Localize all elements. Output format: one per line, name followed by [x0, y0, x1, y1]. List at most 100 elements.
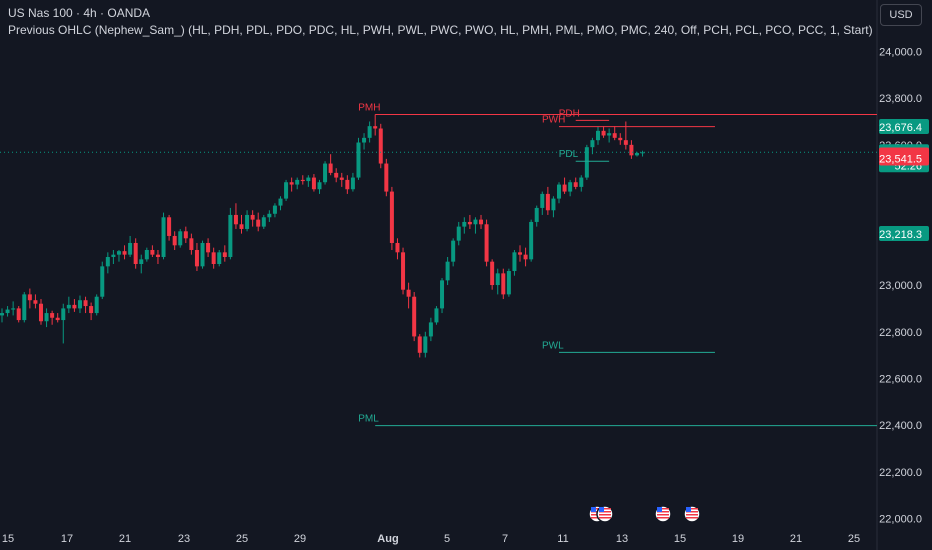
candle-body — [479, 219, 484, 225]
candle-body — [467, 221, 472, 225]
candle-body — [456, 226, 461, 241]
candle-body — [272, 205, 277, 214]
x-tick-label: Aug — [377, 533, 398, 545]
candle-body — [256, 219, 261, 227]
y-tick-label: 22,400.0 — [879, 420, 922, 432]
candle-body — [384, 163, 389, 192]
price-label-box — [879, 119, 929, 135]
indicator-legend[interactable]: Previous OHLC (Nephew_Sam_) (HL, PDH, PD… — [8, 23, 873, 37]
candle-body — [128, 242, 133, 255]
candle-body — [55, 317, 60, 321]
candle-body — [534, 207, 539, 222]
candle-body — [122, 251, 127, 255]
x-tick-label: 21 — [790, 533, 802, 545]
candle-body — [590, 140, 595, 148]
x-tick-label: 5 — [444, 533, 450, 545]
candle-body — [233, 214, 238, 225]
us-flag-event-icon[interactable] — [596, 505, 614, 523]
candle-body — [339, 177, 344, 180]
level-label-pwl: PWL — [542, 340, 564, 351]
candle-body — [161, 217, 166, 257]
candle-body — [568, 182, 573, 192]
candle-body — [38, 303, 43, 322]
level-label-pwh: PWH — [542, 115, 565, 126]
candle-body — [155, 254, 160, 257]
candle-body — [417, 336, 422, 353]
candles-layer — [0, 114, 645, 358]
symbol-title[interactable]: US Nas 100 · 4h · OANDA — [8, 6, 151, 20]
candle-body — [50, 313, 55, 318]
price-label-value: 23,218.3 — [879, 229, 922, 241]
candle-body — [289, 182, 294, 185]
candle-body — [506, 271, 511, 295]
price-label-value: 23,676.4 — [879, 122, 922, 134]
candle-body — [300, 179, 305, 182]
candle-body — [523, 254, 528, 260]
candle-body — [584, 147, 589, 178]
candle-body — [217, 252, 222, 265]
candle-body — [512, 252, 517, 272]
candle-body — [557, 184, 561, 199]
candle-body — [601, 130, 606, 136]
candle-body — [629, 144, 634, 156]
candle-body — [623, 140, 628, 145]
x-tick-label: 11 — [557, 533, 568, 545]
x-tick-label: 29 — [294, 533, 306, 545]
price-label-box — [879, 150, 929, 166]
candle-body — [228, 214, 233, 257]
candle-body — [423, 336, 428, 353]
candle-body — [139, 259, 144, 265]
us-flag-event-icon[interactable] — [683, 505, 701, 523]
event-icons[interactable] — [588, 505, 701, 523]
candle-body — [612, 133, 617, 138]
candle-body — [540, 193, 545, 208]
x-tick-label: 13 — [616, 533, 628, 545]
candle-body — [634, 153, 639, 156]
candle-body — [607, 133, 612, 136]
candle-body — [100, 266, 105, 297]
candle-body — [5, 309, 10, 314]
candle-body — [284, 182, 289, 199]
x-tick-label: 17 — [61, 533, 73, 545]
candle-body — [245, 214, 250, 229]
us-flag-event-icon[interactable] — [654, 505, 672, 523]
y-tick-label: 22,800.0 — [879, 327, 922, 339]
candle-body — [167, 217, 172, 236]
candle-body — [267, 213, 272, 218]
candle-body — [406, 289, 411, 297]
candle-body — [94, 296, 99, 314]
candle-body — [373, 126, 378, 129]
candle-body — [194, 249, 199, 267]
candle-body — [11, 308, 16, 310]
candle-body — [551, 198, 556, 211]
candle-body — [518, 252, 523, 255]
candle-body — [378, 128, 383, 164]
candle-body — [0, 313, 4, 316]
candle-body — [311, 177, 316, 190]
candle-body — [16, 308, 21, 321]
candle-body — [317, 182, 322, 190]
candle-body — [178, 231, 183, 246]
candle-body — [133, 242, 138, 265]
x-tick-label: 25 — [848, 533, 860, 545]
candle-body — [579, 177, 584, 187]
candle-body — [33, 300, 38, 304]
time-axis[interactable]: 15 17 21 23 25 29 Aug 5 7 11 13 15 19 21 25 — [2, 533, 860, 545]
candle-body — [27, 294, 32, 301]
candle-body — [529, 221, 534, 260]
candle-body — [412, 296, 417, 337]
candle-body — [200, 242, 205, 267]
candle-body — [72, 304, 77, 309]
candle-body — [144, 249, 149, 260]
candle-body — [545, 193, 550, 211]
candle-body — [189, 238, 194, 250]
candle-body — [183, 231, 188, 239]
currency-button[interactable]: USD — [880, 4, 922, 26]
x-tick-label: 7 — [502, 533, 508, 545]
level-label-pdh: PDH — [559, 108, 580, 119]
y-tick-label: 23,800.0 — [879, 93, 922, 105]
y-tick-label: 23,000.0 — [879, 280, 922, 292]
